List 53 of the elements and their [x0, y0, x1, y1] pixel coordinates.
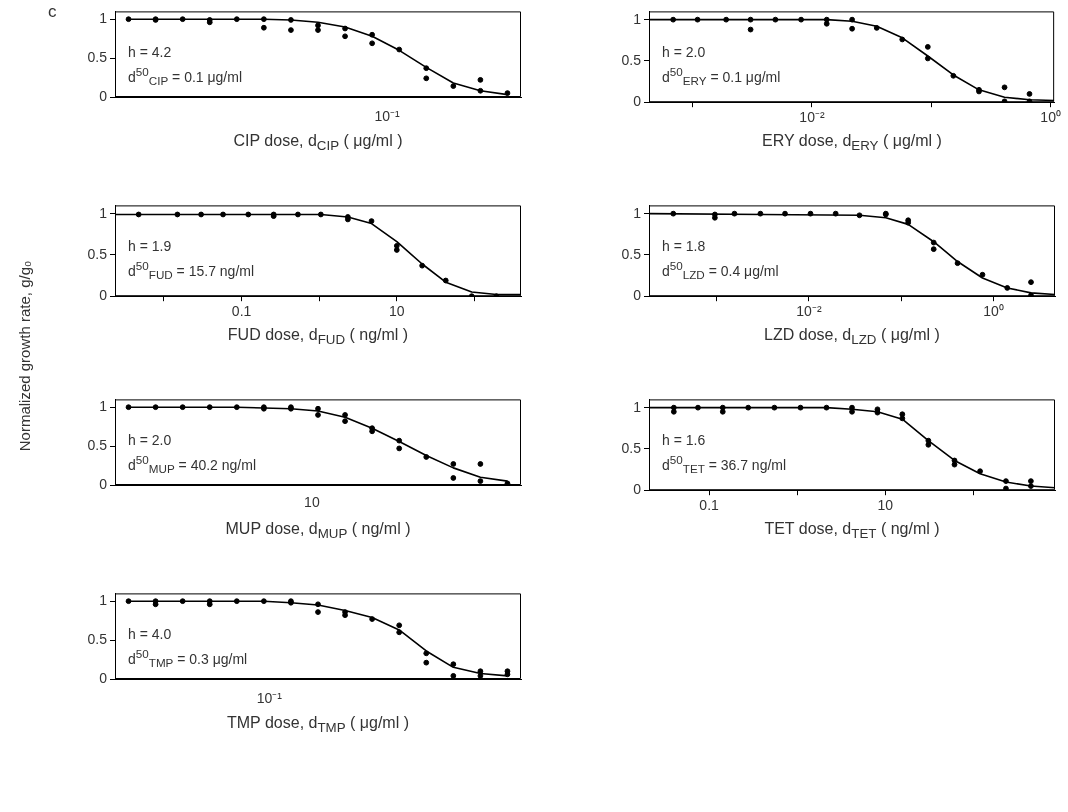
- x-axis-title: ERY dose, d$_{ERY}$ ( μg/ml ): [761, 132, 943, 154]
- x-axis-title: TMP dose, d$_{TMP}$ ( μg/ml ): [226, 714, 410, 736]
- chart-title: c: [48, 2, 57, 22]
- y-tick-label: 1: [99, 592, 108, 609]
- y-tick-label: 1: [633, 398, 642, 415]
- y-tick-label: 0: [99, 669, 108, 686]
- y-tick-label: 0: [99, 287, 108, 304]
- y-tick-label: 0: [99, 475, 108, 492]
- y-tick-label: 0.5: [87, 245, 108, 262]
- y-tick-label: 0.5: [87, 48, 108, 65]
- y-tick-label: 0: [633, 93, 642, 110]
- annotation: h = 2.0: [128, 432, 172, 448]
- text: 10⁻¹: [256, 689, 282, 707]
- annotation: d$^{50}$$_{MUP}$ = 40.2 ng/ml: [128, 453, 256, 476]
- x-tick-label: 10: [389, 303, 405, 320]
- annotation: d$^{50}$$_{LZD}$ = 0.4 μg/ml: [662, 259, 779, 282]
- y-tick-label: 1: [633, 204, 642, 221]
- y-tick-label: 0.5: [621, 245, 642, 262]
- annotation: h = 1.8: [662, 238, 706, 254]
- y-tick-label: 0: [633, 287, 642, 304]
- annotation: d$^{50}$$_{TET}$ = 36.7 ng/ml: [662, 453, 787, 476]
- y-tick-label: 1: [633, 10, 642, 27]
- y-tick-label: 0.5: [621, 439, 642, 456]
- annotation: h = 4.2: [128, 44, 172, 60]
- text: 10⁻¹: [374, 107, 400, 125]
- y-tick-label: 0: [99, 87, 108, 104]
- x-tick-label: 0.1: [231, 303, 252, 320]
- y-axis-title: Normalized growth rate, g/g₀: [15, 260, 33, 452]
- x-axis-title: LZD dose, d$_{LZD}$ ( μg/ml ): [763, 326, 941, 348]
- x-tick-label: 10⁰: [1040, 109, 1061, 126]
- annotation: d$^{50}$$_{FUD}$ = 15.7 ng/ml: [128, 259, 255, 282]
- x-tick-label: 0.1: [699, 497, 720, 514]
- x-tick-label: 10⁻²: [799, 109, 825, 126]
- annotation: h = 2.0: [662, 44, 706, 60]
- y-tick-label: 1: [99, 204, 108, 221]
- x-tick-label: 10⁻²: [796, 303, 822, 320]
- y-tick-label: 0: [633, 481, 642, 498]
- annotation: h = 1.6: [662, 432, 706, 448]
- annotation: h = 4.0: [128, 626, 172, 642]
- x-axis-title: MUP dose, d$_{MUP}$ ( ng/ml ): [224, 520, 412, 542]
- annotation: d$^{50}$$_{CIP}$ = 0.1 μg/ml: [128, 65, 243, 88]
- x-axis-title: TET dose, d$_{TET}$ ( ng/ml ): [763, 520, 941, 542]
- y-tick-label: 0.5: [87, 630, 108, 647]
- x-axis-title: CIP dose, d$_{CIP}$ ( μg/ml ): [232, 132, 404, 154]
- x-axis-title: FUD dose, d$_{FUD}$ ( ng/ml ): [226, 326, 410, 348]
- annotation: d$^{50}$$_{TMP}$ = 0.3 μg/ml: [128, 647, 248, 670]
- annotation: h = 1.9: [128, 238, 172, 254]
- annotation: d$^{50}$$_{ERY}$ = 0.1 μg/ml: [662, 65, 781, 88]
- y-tick-label: 1: [99, 10, 108, 27]
- y-tick-label: 0.5: [87, 436, 108, 453]
- y-tick-label: 0.5: [621, 51, 642, 68]
- x-tick-label: 10⁰: [983, 303, 1004, 320]
- y-tick-label: 1: [99, 398, 108, 415]
